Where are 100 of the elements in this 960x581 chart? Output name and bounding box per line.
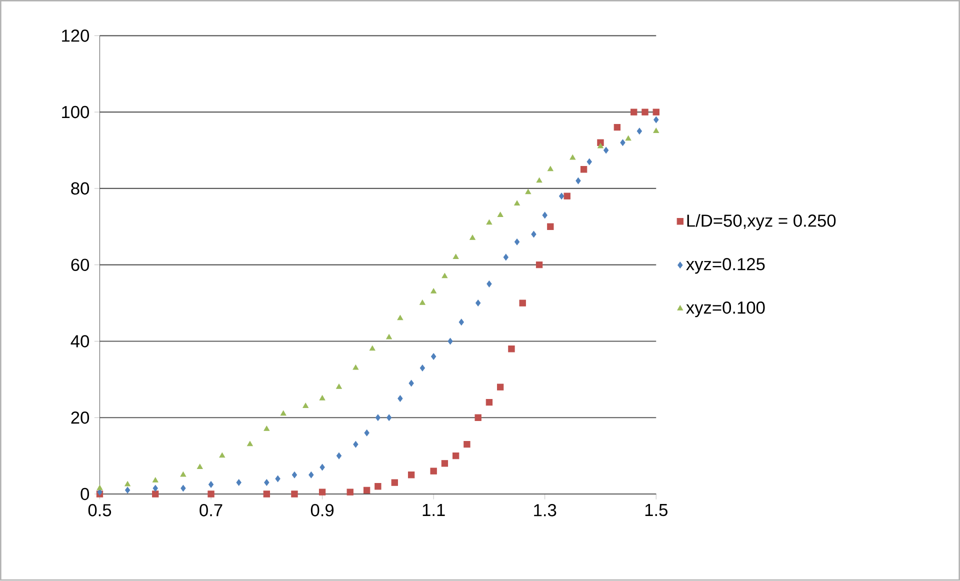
point xyxy=(420,300,426,305)
point xyxy=(636,128,642,135)
point xyxy=(291,490,298,498)
point xyxy=(196,464,203,470)
legend-label: xyz=0.125 xyxy=(686,258,765,274)
point xyxy=(431,353,436,360)
point xyxy=(96,485,103,490)
point xyxy=(531,231,536,238)
point xyxy=(302,402,309,408)
point xyxy=(586,158,592,166)
point xyxy=(430,468,437,475)
point xyxy=(363,486,370,494)
point xyxy=(642,108,648,116)
point xyxy=(398,395,403,402)
point xyxy=(508,346,515,352)
point xyxy=(653,128,660,134)
legend-label: L/D=50,xyz = 0.250 xyxy=(687,214,836,230)
point xyxy=(208,481,214,488)
point xyxy=(308,472,314,478)
point xyxy=(476,300,481,307)
point xyxy=(452,254,459,260)
point xyxy=(448,338,453,345)
x-tick-label: 0.7 xyxy=(200,504,222,516)
point xyxy=(236,479,242,486)
x-tick-label: 1.3 xyxy=(534,504,556,516)
point xyxy=(275,476,280,482)
point xyxy=(514,200,520,206)
point xyxy=(503,254,508,261)
point xyxy=(486,280,492,288)
point xyxy=(474,414,482,422)
point xyxy=(180,485,186,492)
point xyxy=(558,192,564,200)
point xyxy=(519,300,526,307)
point xyxy=(603,147,609,154)
point xyxy=(336,452,342,460)
point xyxy=(547,166,554,172)
point xyxy=(152,490,159,498)
y-tick-label: 80 xyxy=(71,182,90,195)
point xyxy=(280,410,286,416)
point xyxy=(536,262,543,268)
point xyxy=(652,108,660,116)
point xyxy=(580,166,588,173)
point xyxy=(497,212,504,218)
point xyxy=(408,472,415,478)
point xyxy=(319,395,326,400)
point xyxy=(397,315,404,320)
point xyxy=(264,479,270,486)
point xyxy=(564,192,570,200)
point xyxy=(458,318,464,326)
point xyxy=(525,189,532,194)
point xyxy=(180,472,186,477)
point xyxy=(442,273,448,278)
point xyxy=(452,452,460,460)
point xyxy=(352,364,359,370)
point xyxy=(346,488,354,496)
point xyxy=(124,486,130,494)
point xyxy=(464,441,470,448)
point xyxy=(497,384,504,391)
point xyxy=(542,212,548,219)
point xyxy=(614,124,621,131)
point xyxy=(219,452,226,458)
point xyxy=(547,223,554,230)
point xyxy=(441,460,448,467)
point xyxy=(336,384,342,389)
point xyxy=(598,143,604,148)
point xyxy=(374,483,382,490)
x-tick-label: 1.1 xyxy=(422,504,445,516)
point xyxy=(353,441,358,448)
x-tick-label: 0.9 xyxy=(310,504,334,516)
y-tick-label: 40 xyxy=(70,335,90,348)
point xyxy=(420,364,426,372)
y-tick-label: 100 xyxy=(62,106,90,118)
point xyxy=(318,488,326,496)
legend-label: xyz=0.100 xyxy=(686,302,765,318)
point xyxy=(292,472,298,478)
point xyxy=(391,479,398,486)
point xyxy=(364,430,370,436)
point xyxy=(264,426,270,432)
point xyxy=(620,139,626,146)
point xyxy=(375,414,381,422)
point xyxy=(625,136,632,141)
point xyxy=(152,477,158,483)
point xyxy=(263,490,270,498)
point xyxy=(386,334,392,340)
x-tick-label: 0.5 xyxy=(88,504,112,516)
point xyxy=(630,108,638,116)
y-tick-label: 60 xyxy=(71,258,90,272)
point xyxy=(247,441,253,446)
point xyxy=(514,238,520,246)
point xyxy=(570,154,576,160)
y-tick-label: 0 xyxy=(80,488,90,500)
point xyxy=(486,220,492,225)
point xyxy=(152,485,158,492)
point xyxy=(536,178,542,183)
point xyxy=(124,481,130,486)
y-tick-label: 20 xyxy=(71,412,90,424)
point xyxy=(430,288,436,294)
y-tick-label: 120 xyxy=(62,30,90,42)
point xyxy=(369,346,376,351)
point xyxy=(408,380,414,387)
